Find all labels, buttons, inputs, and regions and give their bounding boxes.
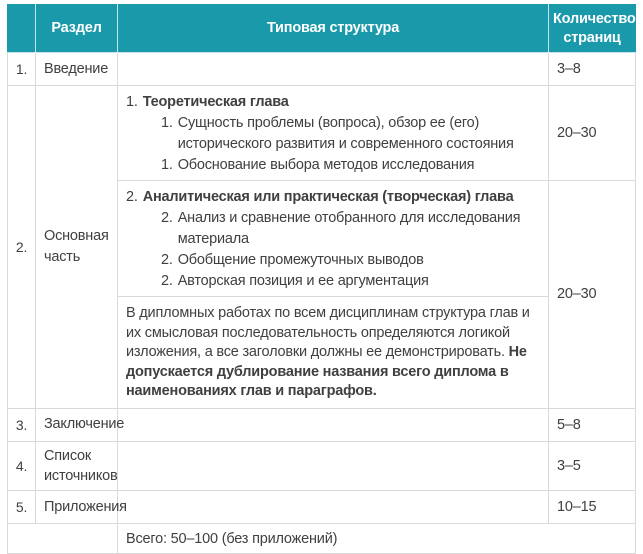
section-label: Приложения: [35, 490, 127, 525]
row-number: 1.: [7, 52, 36, 86]
list-marker: 1.: [161, 115, 173, 131]
list-item: 1. Сущность проблемы (вопроса), обзор ее…: [161, 113, 540, 155]
structure-cell-empty: [117, 440, 549, 492]
row-number: 5.: [7, 490, 36, 525]
pages-value: 10–15: [548, 490, 636, 525]
list-item-text: Обобщение промежуточных выводов: [177, 252, 424, 268]
table-row-total: Всего: 50–100 (без приложений): [7, 523, 636, 554]
footer-total: Всего: 50–100 (без приложений): [117, 523, 636, 554]
section-label: Список источников: [35, 440, 118, 492]
list-item-text: Авторская позиция и ее аргументация: [177, 273, 429, 289]
list-marker: 2.: [126, 189, 138, 205]
list-marker: 1.: [126, 94, 138, 110]
list-marker: 2.: [161, 210, 173, 226]
structure-cell-theoretical: 1. Теоретическая глава 1. Сущность пробл…: [117, 85, 549, 181]
list-marker: 2.: [161, 273, 173, 289]
col-header-num: [7, 4, 36, 53]
list-heading: 1. Теоретическая глава: [126, 92, 540, 113]
pages-value: 3–5: [548, 440, 636, 492]
row-number: 4.: [7, 440, 36, 492]
section-label: Основная часть: [35, 85, 118, 409]
list-item: 2. Анализ и сравнение отобранного для ис…: [161, 208, 540, 250]
table-row-introduction: 1. Введение 3–8: [7, 52, 636, 86]
list-item: 1. Обоснование выбора методов исследован…: [161, 155, 540, 176]
list-item-text: Обоснование выбора методов исследования: [177, 157, 475, 173]
list-item-text: Анализ и сравнение отобранного для иссле…: [177, 210, 521, 247]
structure-cell-empty: [117, 407, 549, 442]
col-header-section: Раздел: [35, 4, 118, 53]
note-bold-text: Не допускается дублирование названия все…: [126, 344, 527, 399]
pages-value: 20–30: [548, 85, 636, 181]
table-header: Раздел Типовая структура Количество стра…: [7, 4, 636, 53]
list-marker: 1.: [161, 157, 173, 173]
table-row-main-part-note: В дипломных работах по всем дисциплинам …: [8, 296, 636, 409]
list-item: 2. Авторская позиция и ее аргументация: [161, 271, 540, 292]
list-marker: 2.: [161, 252, 173, 268]
thesis-structure-table: Раздел Типовая структура Количество стра…: [7, 4, 636, 554]
row-number: 3.: [7, 407, 36, 442]
pages-value: 20–30: [548, 180, 636, 409]
structure-cell-note: В дипломных работах по всем дисциплинам …: [117, 296, 549, 409]
footer-empty-cell: [7, 523, 118, 554]
section-label: Введение: [35, 52, 118, 86]
note-text: В дипломных работах по всем дисциплинам …: [126, 304, 538, 402]
table-row-main-part-block-a: 2. Основная часть 1. Теоретическая глава…: [7, 85, 636, 409]
table-row-conclusion: 3. Заключение 5–8: [7, 407, 636, 442]
table-row-main-part-block-b: 2. Аналитическая или практическая (творч…: [8, 180, 636, 409]
pages-value: 5–8: [548, 407, 636, 442]
table-row-appendices: 5. Приложения 10–15: [7, 490, 636, 525]
pages-value: 3–8: [548, 52, 636, 86]
col-header-structure: Типовая структура: [117, 4, 549, 53]
list-heading-text: Теоретическая глава: [142, 94, 289, 110]
structure-cell-empty: [117, 52, 549, 86]
structure-cell-empty: [117, 490, 549, 525]
structure-cell-analytical: 2. Аналитическая или практическая (творч…: [117, 180, 549, 297]
list-item: 2. Обобщение промежуточных выводов: [161, 250, 540, 271]
row-number: 2.: [7, 85, 36, 409]
list-item-text: Сущность проблемы (вопроса), обзор ее (е…: [177, 115, 514, 152]
col-header-pages: Количество страниц: [548, 4, 636, 53]
table-row-sources: 4. Список источников 3–5: [7, 440, 636, 492]
note-regular-text: В дипломных работах по всем дисциплинам …: [126, 305, 530, 360]
list-heading: 2. Аналитическая или практическая (творч…: [126, 187, 540, 208]
page: Раздел Типовая структура Количество стра…: [7, 4, 636, 554]
section-label: Заключение: [35, 407, 124, 442]
list-heading-text: Аналитическая или практическая (творческ…: [142, 189, 514, 205]
